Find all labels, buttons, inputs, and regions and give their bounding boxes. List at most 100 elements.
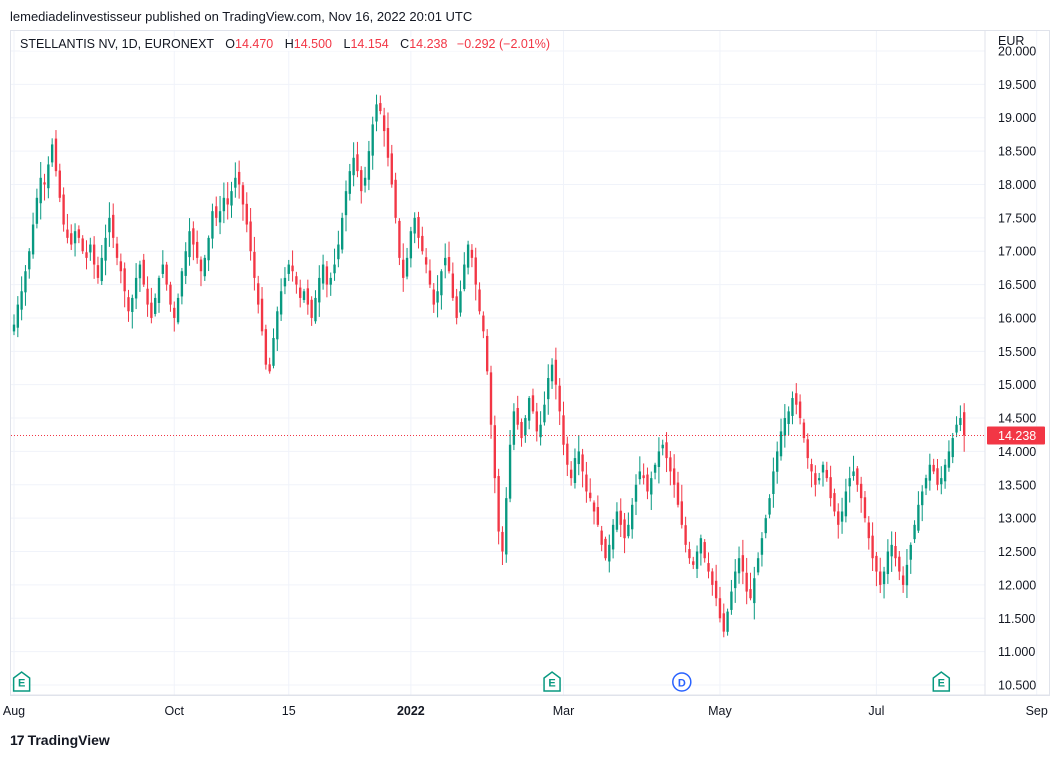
y-tick-label: 15.000: [998, 378, 1036, 392]
candle-body: [470, 249, 474, 258]
candle-body: [745, 572, 748, 592]
candle-body: [936, 468, 939, 485]
candle-body: [77, 229, 81, 238]
candle-body: [783, 418, 787, 436]
candle-body: [398, 220, 401, 258]
candle-body: [409, 231, 413, 259]
candle-body: [287, 264, 290, 274]
candle-body: [592, 502, 596, 512]
candle-body: [558, 385, 561, 412]
candle-body: [951, 438, 954, 458]
candle-body: [692, 561, 695, 565]
candle-body: [711, 571, 714, 585]
candle-body: [173, 307, 176, 318]
candle-body: [54, 138, 58, 172]
candle-body: [325, 266, 329, 285]
candle-body: [516, 408, 519, 425]
candle-body: [963, 412, 966, 436]
candle-body: [184, 251, 187, 276]
candle-body: [207, 237, 210, 261]
candle-body: [756, 558, 760, 573]
earnings-marker-icon: [543, 671, 561, 692]
candle-body: [539, 424, 542, 438]
candle-body: [573, 458, 577, 484]
tradingview-logo[interactable]: 17 TradingView: [10, 732, 110, 748]
candle-body: [291, 265, 294, 272]
candle-body: [619, 510, 622, 525]
candle-body: [779, 431, 783, 457]
candle-body: [867, 522, 870, 539]
candle-body: [894, 546, 897, 559]
candle-body: [825, 469, 828, 479]
event-marker-label: E: [18, 678, 25, 690]
candle-body: [283, 277, 287, 287]
candle-body: [92, 244, 96, 265]
candle-body: [81, 238, 84, 252]
candle-body: [611, 524, 615, 550]
candle-body: [703, 542, 706, 559]
earnings-marker-icon: [12, 671, 31, 692]
candle-body: [569, 469, 573, 479]
candle-body: [776, 451, 779, 472]
y-tick-label: 16.000: [998, 311, 1036, 325]
y-tick-label: 17.000: [998, 245, 1036, 259]
legend-close-value: 14.238: [409, 37, 448, 51]
candle-body: [947, 451, 951, 468]
candle-body: [169, 284, 172, 305]
candle-body: [413, 217, 416, 234]
candle-body: [585, 474, 588, 492]
candle-body: [615, 511, 619, 530]
y-tick-label: 12.500: [998, 545, 1036, 559]
candle-body: [218, 211, 222, 223]
currency-label: EUR: [998, 34, 1024, 48]
candle-body: [157, 277, 161, 303]
candle-body: [402, 259, 405, 278]
candle-body: [924, 478, 928, 489]
candle-body: [737, 558, 741, 574]
candle-body: [646, 474, 649, 492]
candle-body: [741, 555, 745, 572]
candle-body: [631, 504, 634, 530]
candle-body: [772, 471, 775, 494]
candle-body: [806, 439, 809, 459]
candle-body: [921, 491, 924, 506]
candle-body: [840, 511, 844, 522]
candle-body: [672, 468, 676, 485]
candle-body: [340, 217, 344, 250]
last-price-label: 14.238: [998, 429, 1036, 443]
candle-body: [146, 288, 149, 305]
candle-body: [527, 398, 531, 421]
candle-body: [550, 364, 554, 382]
candle-body: [241, 185, 245, 205]
candle-body: [318, 277, 321, 303]
candle-body: [764, 518, 767, 534]
candle-body: [684, 525, 687, 545]
legend-low-value: 14.154: [350, 37, 389, 51]
candle-body: [940, 478, 943, 485]
candle-body: [50, 144, 54, 163]
candle-body: [230, 191, 233, 206]
candle-body: [478, 289, 481, 312]
candle-body: [482, 315, 485, 332]
candle-body: [108, 217, 111, 233]
event-marker-label: E: [548, 678, 555, 690]
legend-high-value: 14.500: [293, 37, 333, 51]
x-tick-label: Oct: [165, 704, 185, 718]
candle-body: [898, 556, 901, 572]
candle-body: [249, 221, 252, 252]
candle-body: [871, 535, 874, 559]
legend-open-value: 14.470: [235, 37, 274, 51]
candle-body: [302, 291, 306, 300]
y-tick-label: 19.500: [998, 78, 1036, 92]
candle-body: [665, 442, 668, 459]
candle-body: [268, 364, 271, 372]
candle-body: [363, 177, 367, 186]
candle-body: [917, 504, 920, 531]
candle-body: [234, 177, 237, 188]
candle-body: [932, 464, 935, 472]
candle-body: [699, 538, 703, 554]
candle-body: [447, 257, 451, 272]
candle-body: [417, 217, 420, 238]
candle-body: [66, 229, 69, 238]
